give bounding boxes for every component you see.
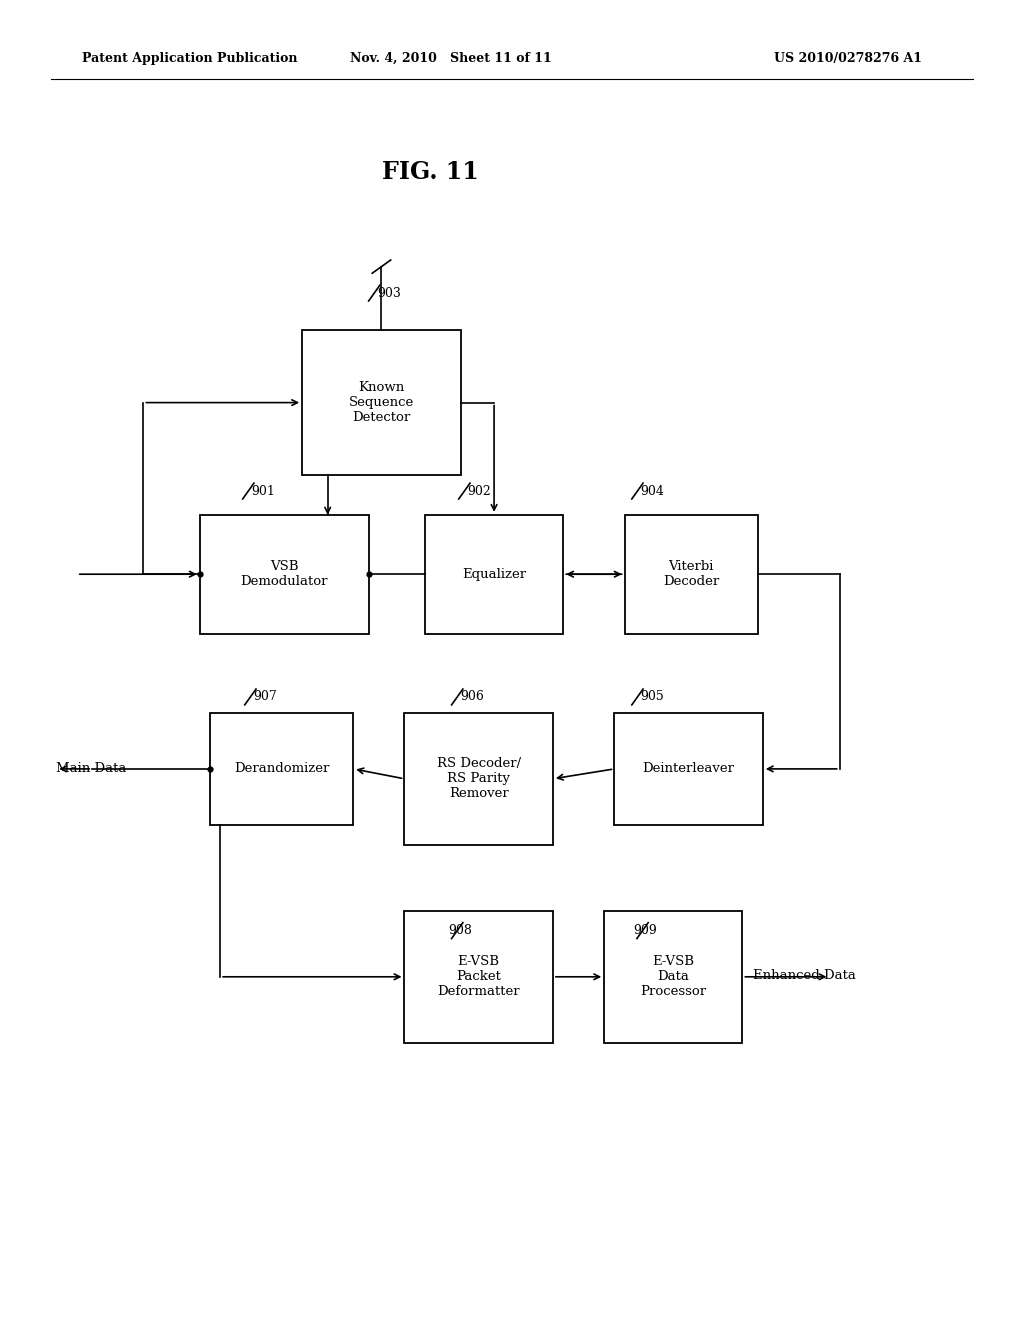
Text: 908: 908 [447,924,472,937]
Bar [404,713,553,845]
Text: Patent Application Publication: Patent Application Publication [82,51,297,65]
Text: 903: 903 [377,286,400,300]
Bar [404,911,553,1043]
Text: Known
Sequence
Detector: Known Sequence Detector [349,381,414,424]
Text: 904: 904 [640,484,664,498]
Text: 907: 907 [253,690,276,704]
Text: Main Data: Main Data [56,762,127,775]
Text: Nov. 4, 2010   Sheet 11 of 11: Nov. 4, 2010 Sheet 11 of 11 [349,51,552,65]
Text: Derandomizer: Derandomizer [233,763,330,775]
Text: Equalizer: Equalizer [462,568,526,581]
Text: 905: 905 [640,690,664,704]
Text: E-VSB
Data
Processor: E-VSB Data Processor [640,956,707,998]
Text: E-VSB
Packet
Deformatter: E-VSB Packet Deformatter [437,956,520,998]
Text: 901: 901 [251,484,274,498]
Bar [604,911,742,1043]
Text: Enhanced Data: Enhanced Data [753,969,855,982]
Text: Viterbi
Decoder: Viterbi Decoder [664,560,719,589]
Text: Deinterleaver: Deinterleaver [643,763,734,775]
Bar [625,515,758,634]
Text: 909: 909 [633,924,657,937]
Text: VSB
Demodulator: VSB Demodulator [241,560,328,589]
Bar [425,515,563,634]
Bar [302,330,461,475]
Bar [210,713,353,825]
Text: FIG. 11: FIG. 11 [382,160,478,183]
Bar [200,515,369,634]
Text: 906: 906 [460,690,483,704]
Bar [614,713,763,825]
Text: 902: 902 [467,484,490,498]
Text: US 2010/0278276 A1: US 2010/0278276 A1 [773,51,922,65]
Text: RS Decoder/
RS Parity
Remover: RS Decoder/ RS Parity Remover [436,758,521,800]
